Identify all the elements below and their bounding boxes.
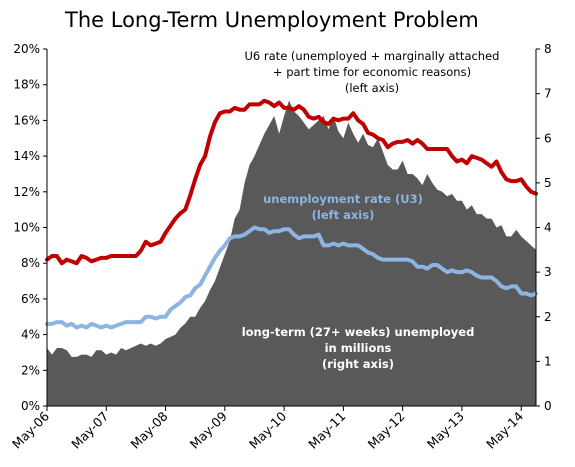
right-tick-label: 3	[544, 265, 552, 279]
x-tick-label: May-07	[68, 409, 111, 452]
chart-title: The Long-Term Unemployment Problem	[64, 8, 479, 32]
left-tick-label: 12%	[13, 185, 40, 199]
left-tick-label: 2%	[21, 363, 40, 377]
right-tick-label: 7	[544, 87, 552, 101]
x-tick-label: May-14	[483, 408, 526, 451]
x-tick-label: May-09	[187, 408, 230, 451]
right-tick-label: 4	[544, 221, 552, 235]
left-tick-label: 6%	[21, 292, 40, 306]
x-tick-label: May-12	[365, 409, 408, 452]
long-term-annotation: (right axis)	[322, 357, 394, 371]
left-tick-label: 0%	[21, 399, 40, 413]
x-tick-label: May-13	[424, 409, 467, 452]
long-term-area-layer	[47, 100, 536, 406]
left-tick-label: 8%	[21, 256, 40, 270]
x-tick-label: May-06	[9, 408, 52, 451]
u3-annotation: (left axis)	[312, 208, 375, 222]
left-tick-label: 14%	[13, 149, 40, 163]
annotations-layer: U6 rate (unemployed + marginally attache…	[242, 49, 500, 371]
u3-line	[45, 225, 538, 330]
long-term-annotation: in millions	[325, 341, 392, 355]
u6-annotation: (left axis)	[345, 81, 399, 95]
right-tick-label: 6	[544, 131, 552, 145]
left-tick-label: 18%	[13, 78, 40, 92]
u6-annotation: U6 rate (unemployed + marginally attache…	[245, 49, 500, 63]
left-tick-label: 16%	[13, 113, 40, 127]
long-term-unemployed-area	[47, 100, 536, 406]
u3-annotation: unemployment rate (U3)	[263, 192, 423, 206]
x-tick-label: May-08	[128, 408, 171, 451]
right-tick-label: 0	[544, 399, 552, 413]
long-term-annotation: long-term (27+ weeks) unemployed	[242, 325, 475, 339]
right-tick-label: 2	[544, 310, 552, 324]
left-tick-label: 20%	[13, 42, 40, 56]
u6-line	[45, 98, 538, 266]
right-tick-label: 5	[544, 176, 552, 190]
lines-layer	[45, 98, 538, 330]
right-tick-label: 8	[544, 42, 552, 56]
left-tick-label: 10%	[13, 221, 40, 235]
u6-annotation: + part time for economic reasons)	[273, 65, 471, 79]
x-tick-label: May-10	[246, 408, 289, 451]
left-tick-label: 4%	[21, 328, 40, 342]
right-tick-label: 1	[544, 354, 552, 368]
x-tick-label: May-11	[305, 409, 348, 452]
